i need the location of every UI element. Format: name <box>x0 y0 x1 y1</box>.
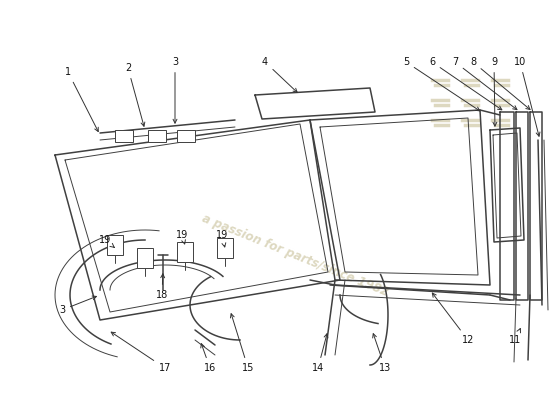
Text: 16: 16 <box>201 344 216 373</box>
Text: 19: 19 <box>99 235 114 248</box>
Text: 19: 19 <box>176 230 188 244</box>
Text: 10: 10 <box>514 57 540 136</box>
Text: 3: 3 <box>59 296 96 315</box>
Text: 5: 5 <box>403 57 480 111</box>
Text: 17: 17 <box>111 332 171 373</box>
Text: 8: 8 <box>470 57 530 110</box>
Text: 1: 1 <box>65 67 98 132</box>
Text: 4: 4 <box>262 57 297 92</box>
Text: 15: 15 <box>230 314 254 373</box>
Bar <box>115 130 133 142</box>
Text: 9: 9 <box>491 57 497 126</box>
Bar <box>148 130 166 142</box>
Text: 3: 3 <box>172 57 178 123</box>
Text: 13: 13 <box>373 334 391 373</box>
Bar <box>137 248 153 268</box>
Bar <box>217 238 233 258</box>
Text: 18: 18 <box>156 274 168 300</box>
Bar <box>107 235 123 255</box>
Text: 6: 6 <box>429 57 502 110</box>
Bar <box>177 130 195 142</box>
Text: 12: 12 <box>432 293 474 345</box>
Text: 11: 11 <box>509 328 521 345</box>
Text: 2: 2 <box>125 63 145 126</box>
Text: 14: 14 <box>312 334 328 373</box>
Bar <box>177 242 193 262</box>
Text: a passion for parts/since 1982: a passion for parts/since 1982 <box>200 212 390 298</box>
Text: 19: 19 <box>216 230 228 247</box>
Text: 7: 7 <box>452 57 517 110</box>
